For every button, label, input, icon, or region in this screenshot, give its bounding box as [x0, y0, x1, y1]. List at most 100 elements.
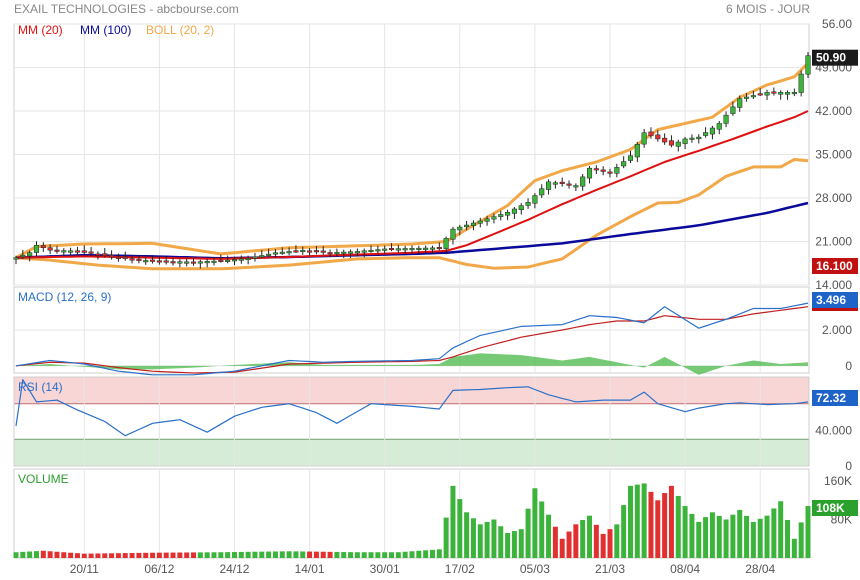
candle-body: [662, 137, 668, 143]
volume-bar: [539, 501, 545, 558]
volume-bar: [791, 538, 797, 558]
volume-bar: [757, 518, 763, 558]
candle-body: [47, 247, 53, 251]
volume-bar: [136, 552, 142, 558]
volume-bar: [272, 551, 278, 558]
candle-body: [286, 251, 292, 254]
volume-bar: [423, 550, 429, 558]
volume-bar: [716, 515, 722, 558]
volume-bar: [170, 552, 176, 558]
ma20-value-tag: 16.100: [816, 259, 853, 273]
candle-body: [204, 261, 210, 264]
candle-body: [525, 202, 531, 206]
volume-bar: [730, 514, 736, 558]
volume-bar: [648, 491, 654, 558]
candle-body: [190, 261, 197, 264]
volume-bar: [457, 499, 463, 558]
volume-bar: [607, 529, 613, 558]
volume-bar: [320, 551, 326, 558]
volume-bar: [156, 552, 162, 558]
candle-body: [518, 205, 524, 211]
x-tick-label: 28/04: [745, 562, 775, 576]
volume-bar: [593, 524, 599, 558]
candle-body: [689, 137, 695, 140]
volume-bar: [88, 553, 94, 558]
candle-body: [443, 238, 449, 249]
candle-body: [136, 258, 142, 261]
candle-body: [600, 169, 606, 172]
volume-bar: [129, 552, 135, 558]
volume-bar: [150, 552, 156, 558]
volume-bar: [464, 512, 470, 558]
volume-bar: [395, 552, 401, 558]
y-tick-label: 160K: [824, 474, 852, 488]
rsi-title: RSI (14): [18, 380, 63, 394]
x-tick-label: 30/01: [370, 562, 400, 576]
candle-body: [730, 106, 736, 114]
volume-bar: [389, 552, 395, 558]
candle-body: [627, 155, 634, 161]
volume-bar: [348, 552, 354, 558]
volume-bar: [621, 505, 627, 558]
volume-bar: [600, 533, 606, 558]
volume-bar: [682, 506, 688, 558]
candle-body: [737, 98, 743, 108]
candle-body: [61, 250, 67, 253]
volume-bar: [798, 522, 804, 558]
volume-bar: [368, 552, 374, 558]
candle-body: [409, 248, 415, 251]
candle-body: [88, 251, 94, 254]
volume-bar: [354, 552, 360, 558]
ma20-value-tag-bg: [812, 258, 858, 274]
x-tick-label: 08/04: [670, 562, 700, 576]
y-tick-label: 35.000: [815, 148, 852, 162]
volume-bar: [778, 501, 784, 558]
volume-bar: [204, 552, 210, 558]
volume-bar: [634, 484, 640, 558]
candle-body: [197, 261, 203, 264]
candle-body: [470, 222, 476, 226]
candle-body: [778, 92, 784, 95]
volume-title: VOLUME: [18, 472, 69, 486]
volume-bar: [218, 552, 224, 558]
candle-body: [784, 92, 791, 95]
volume-bar: [614, 524, 620, 558]
candle-body: [511, 208, 517, 214]
rsi-overbought-band: [14, 377, 809, 404]
period-label[interactable]: 6 MOIS - JOUR: [725, 2, 810, 16]
last-price-tag: 50.90: [816, 51, 846, 65]
volume-bar: [443, 517, 449, 558]
candle-body: [559, 181, 565, 184]
volume-bar: [477, 524, 483, 558]
y-tick-label: 21.000: [815, 235, 852, 249]
candle-body: [143, 260, 149, 263]
candle-body: [348, 251, 354, 254]
macd-value-tag: 3.496: [816, 293, 846, 307]
candle-body: [368, 249, 374, 252]
last-price-tag-bg: [812, 49, 858, 66]
macd-signal-marker: [812, 308, 858, 311]
candle-body: [457, 226, 463, 231]
candle-body: [764, 92, 770, 96]
candle-body: [566, 183, 572, 186]
candle-body: [184, 261, 190, 264]
volume-bar: [259, 551, 265, 558]
candle-body: [791, 92, 797, 95]
x-tick-label: 24/12: [219, 562, 249, 576]
y-tick-label: 42.000: [815, 104, 852, 118]
rsi-value-tag-bg: [812, 390, 858, 406]
candle-body: [798, 73, 804, 93]
volume-value-tag: 108K: [816, 501, 845, 515]
candle-body: [464, 224, 470, 228]
candle-body: [750, 95, 756, 98]
candle-body: [129, 258, 135, 261]
rsi-value-tag: 72.32: [816, 391, 846, 405]
candle-body: [614, 167, 620, 174]
macd-value-tag-bg: [812, 292, 858, 308]
candle-body: [675, 141, 681, 147]
volume-bar: [764, 515, 770, 558]
y-tick-label: 40.000: [815, 423, 852, 437]
volume-bar: [211, 552, 217, 558]
y-tick-label: 0: [845, 359, 852, 373]
volume-bar: [785, 519, 791, 558]
